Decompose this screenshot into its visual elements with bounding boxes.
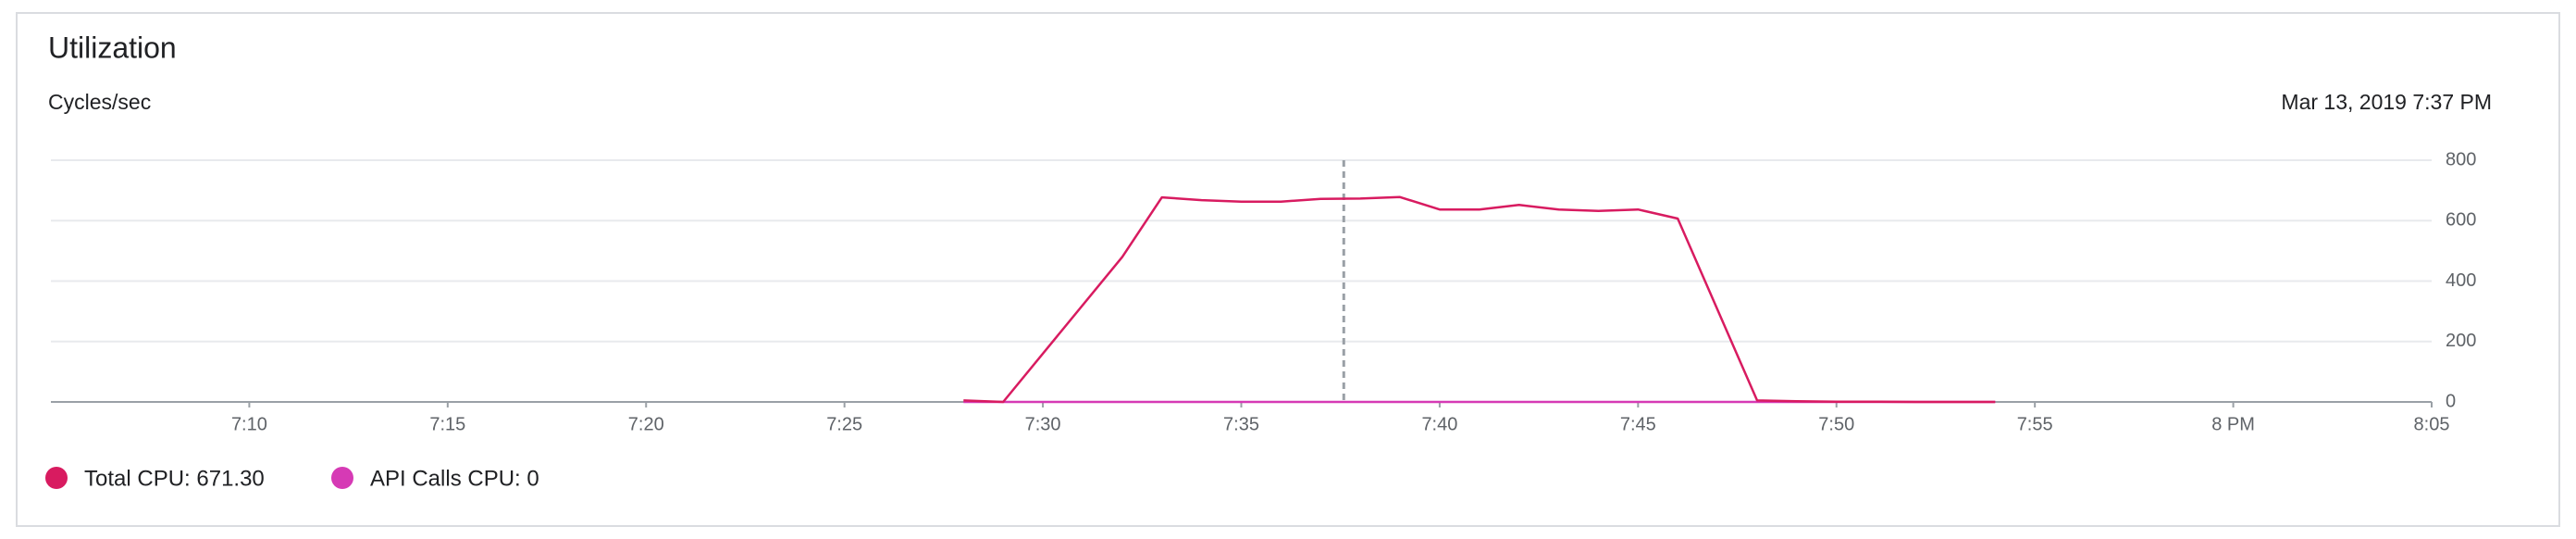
series-line (963, 195, 1996, 404)
card (16, 12, 2560, 527)
timestamp: Mar 13, 2019 7:37 PM (2281, 90, 2492, 114)
x-tick-label: 7:35 (1223, 414, 1259, 434)
y-tick-label: 0 (2446, 391, 2456, 411)
x-tick-label: 7:15 (429, 414, 465, 434)
x-tick-label: 8 PM (2211, 414, 2255, 434)
x-tick-label: 7:40 (1421, 414, 1457, 434)
x-tick-label: 7:10 (231, 414, 267, 434)
x-tick-label: 7:25 (826, 414, 862, 434)
y-axis-label: Cycles/sec (48, 90, 151, 114)
legend-swatch (331, 467, 353, 489)
x-tick-label: 7:55 (2017, 414, 2053, 434)
x-tick-label: 7:45 (1620, 414, 1656, 434)
legend-label: API Calls CPU: 0 (370, 466, 539, 491)
x-tick-label: 8:05 (2414, 414, 2450, 434)
legend-label: Total CPU: 671.30 (84, 466, 265, 491)
legend-swatch (45, 467, 68, 489)
chart-title: Utilization (48, 31, 177, 64)
y-tick-label: 600 (2446, 210, 2476, 231)
x-tick-label: 7:20 (628, 414, 664, 434)
x-tick-label: 7:50 (1818, 414, 1854, 434)
x-tick-label: 7:30 (1025, 414, 1061, 434)
y-tick-label: 400 (2446, 270, 2476, 291)
y-tick-label: 800 (2446, 149, 2476, 169)
y-tick-label: 200 (2446, 331, 2476, 351)
